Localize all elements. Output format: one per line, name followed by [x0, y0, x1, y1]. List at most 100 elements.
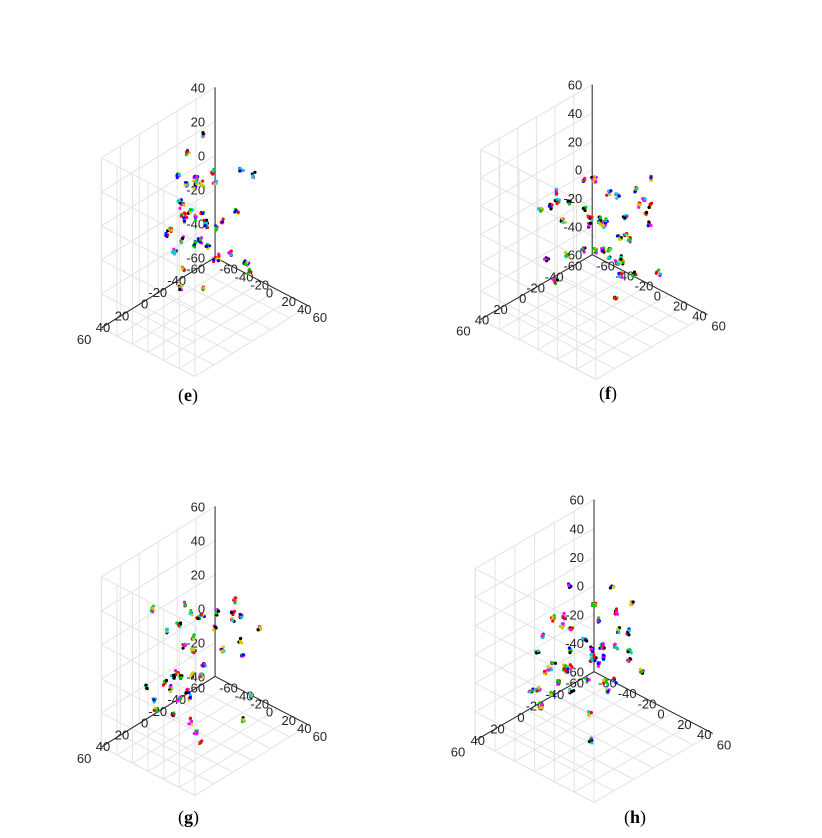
data-point	[613, 612, 617, 616]
wall-grid-line	[101, 259, 196, 310]
x-tick-label: 20	[281, 294, 295, 309]
data-point	[631, 273, 635, 278]
data-point	[194, 215, 198, 219]
x-tick-label: -20	[635, 279, 654, 294]
data-point	[165, 627, 170, 631]
z-tick-label: 0	[198, 148, 205, 163]
data-point	[188, 207, 192, 212]
y-tick-label: 60	[456, 323, 470, 338]
data-point	[188, 210, 192, 214]
x-tick-label: -20	[250, 697, 269, 712]
data-point	[201, 212, 205, 216]
data-point	[229, 611, 234, 615]
data-point	[178, 198, 182, 203]
data-point	[196, 616, 200, 621]
data-point	[562, 666, 566, 670]
x-tick-label: -60	[219, 261, 238, 276]
floor-grid-line	[179, 716, 294, 788]
data-point	[247, 267, 252, 271]
data-point	[593, 659, 597, 663]
x-tick-label: -20	[250, 278, 269, 293]
data-point	[251, 174, 255, 178]
data-point	[182, 203, 186, 207]
data-point	[617, 630, 621, 635]
y-tick-label: 20	[115, 308, 129, 323]
data-point	[561, 622, 565, 626]
data-point	[152, 698, 156, 702]
wall-grid-line	[480, 197, 593, 264]
y-tick-label: 0	[517, 710, 524, 725]
data-point	[566, 199, 570, 203]
data-point	[241, 653, 246, 657]
data-point	[614, 607, 619, 611]
data-point	[175, 699, 180, 703]
data-point	[643, 197, 647, 201]
data-point	[618, 237, 622, 241]
data-point	[214, 228, 218, 232]
data-point	[606, 249, 610, 253]
data-point	[171, 673, 176, 677]
data-point	[243, 262, 247, 266]
data-point	[623, 216, 627, 220]
data-point	[568, 651, 572, 655]
data-point	[547, 204, 551, 208]
chart-panel-h: -60-40-200204060-60-40-200204060-60-40-2…	[411, 419, 822, 838]
data-point	[234, 208, 238, 213]
data-point	[615, 234, 620, 238]
data-point	[590, 218, 594, 223]
data-point	[596, 619, 600, 623]
wall-grid-line	[474, 625, 595, 689]
wall-grid-line	[101, 293, 196, 344]
data-point	[198, 238, 203, 242]
x-tick-label: -40	[235, 689, 254, 704]
data-point	[657, 268, 661, 272]
data-point	[189, 673, 193, 678]
y-tick-label: 60	[451, 745, 465, 760]
data-point	[194, 180, 198, 184]
data-point	[636, 202, 640, 207]
y-tick-label: -20	[526, 280, 545, 295]
data-point	[214, 611, 218, 615]
data-point	[568, 627, 572, 631]
data-point	[616, 627, 620, 632]
wall-grid-line	[101, 222, 216, 295]
data-point	[231, 618, 235, 623]
data-point	[240, 615, 244, 619]
x-tick-label: 60	[711, 319, 725, 334]
z-tick-label: 20	[191, 567, 205, 582]
wall-grid-line	[474, 682, 595, 746]
data-point	[540, 705, 545, 710]
data-point	[152, 708, 156, 713]
floor-grid-line	[120, 315, 215, 366]
data-point	[551, 661, 555, 665]
data-point	[183, 183, 187, 187]
data-point	[170, 686, 174, 690]
data-point	[192, 633, 196, 637]
data-point	[594, 248, 598, 252]
data-point	[187, 691, 191, 695]
wall-grid-line	[101, 154, 216, 227]
data-point	[192, 243, 197, 247]
data-point	[536, 649, 540, 653]
wall-grid-line	[474, 556, 595, 627]
data-point	[628, 237, 632, 242]
data-point	[175, 621, 179, 625]
y-tick-label: -60	[186, 680, 205, 695]
data-point	[615, 196, 619, 200]
z-tick-label: 20	[568, 134, 582, 149]
y-tick-label: 40	[96, 320, 110, 335]
y-tick-label: 0	[141, 716, 148, 731]
x-tick-label: 0	[654, 289, 661, 304]
data-point	[605, 193, 609, 197]
wall-grid-line	[480, 262, 597, 324]
y-tick-label: 20	[493, 302, 507, 317]
data-point	[602, 657, 606, 661]
data-point	[606, 689, 610, 694]
data-point	[649, 223, 653, 228]
y-tick-label: 60	[77, 332, 91, 347]
wall-grid-line	[474, 499, 595, 569]
data-point	[195, 175, 199, 179]
data-point	[187, 722, 191, 726]
data-point	[216, 259, 220, 263]
data-point	[151, 610, 155, 614]
